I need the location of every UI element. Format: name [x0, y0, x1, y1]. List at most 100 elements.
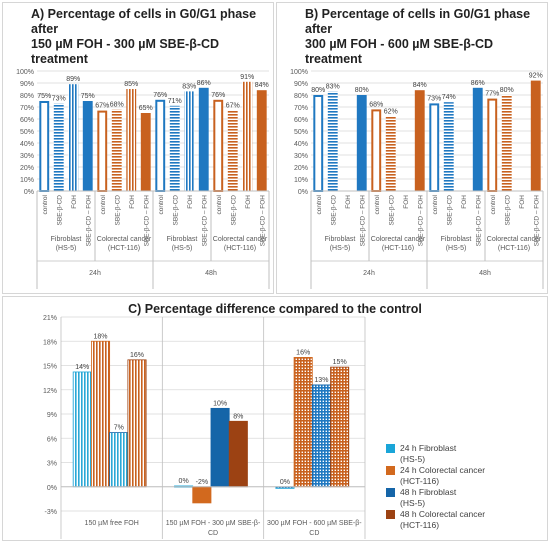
bar-value-label: 65% — [139, 105, 153, 112]
y-tick-label: 100% — [16, 69, 34, 76]
category-label: CD — [309, 530, 319, 537]
group-label: Colorectal cancer — [371, 236, 426, 243]
x-tick-label: SBE-β-CD — [172, 195, 179, 226]
group-label: (HCT-116) — [108, 245, 140, 252]
bar-series-2 — [109, 432, 129, 488]
bar-series-1 — [293, 357, 313, 488]
y-tick-label: 3% — [47, 461, 57, 468]
bar-outline-blue — [313, 95, 324, 192]
legend-entry: 48 h Colorectal cancer — [400, 509, 485, 519]
x-tick-label: SBE-β-CD – FOH — [201, 195, 208, 247]
bar-series-2 — [311, 384, 331, 488]
y-tick-label: 60% — [20, 117, 34, 124]
bar-value-label: 62% — [384, 109, 398, 116]
x-tick-label: SBE-β-CD – FOH — [85, 195, 92, 247]
bar-outline-orange — [371, 109, 382, 192]
bar-solid-blue — [472, 87, 483, 191]
x-tick-label: SBE-β-CD – FOH — [259, 195, 266, 247]
x-tick-label: SBE-β-CD — [114, 195, 121, 226]
x-tick-label: FOH — [345, 195, 352, 209]
y-tick-label: 20% — [20, 165, 34, 172]
bar-value-label: 67% — [95, 103, 109, 110]
group-label: Fibroblast — [167, 236, 198, 243]
bar-value-label: 85% — [124, 81, 138, 88]
bar-hstripe-orange — [501, 95, 512, 191]
bar-value-label: 67% — [226, 103, 240, 110]
bar-value-label: 84% — [413, 82, 427, 89]
y-tick-label: 9% — [47, 412, 57, 419]
y-tick-label: 90% — [294, 81, 308, 88]
panel-a-title: A) Percentage of cells in G0/G1 phase af… — [3, 7, 273, 67]
bar-value-label: 16% — [130, 352, 144, 359]
bar-value-label: 83% — [326, 83, 340, 90]
group-label: (HCT-116) — [224, 245, 256, 252]
x-tick-label: SBE-β-CD – FOH — [359, 195, 366, 247]
panel-a-title-line1: A) Percentage of cells in G0/G1 phase af… — [31, 7, 257, 36]
y-tick-label: 50% — [294, 129, 308, 136]
x-tick-label: SBE-β-CD – FOH — [475, 195, 482, 247]
bar-outline-blue — [429, 103, 440, 192]
category-label: CD — [208, 530, 218, 537]
bar-value-label: 0% — [280, 479, 290, 486]
bar-value-label: 75% — [37, 93, 51, 100]
bar-value-label: 76% — [211, 92, 225, 99]
x-tick-label: FOH — [71, 195, 78, 209]
x-tick-label: FOH — [519, 195, 526, 209]
y-tick-label: 12% — [43, 388, 57, 395]
panel-b-title-line2: 300 µM FOH - 600 µM SBE-β-CD treatment — [305, 37, 494, 66]
y-tick-label: -3% — [45, 509, 57, 516]
bar-value-label: 7% — [114, 425, 124, 432]
bar-value-label: 76% — [153, 92, 167, 99]
legend-swatch — [386, 444, 395, 453]
panel-b-chart: B) Percentage of cells in G0/G1 phase af… — [276, 2, 548, 294]
panel-b-title: B) Percentage of cells in G0/G1 phase af… — [277, 7, 547, 67]
x-tick-label: SBE-β-CD — [388, 195, 395, 226]
bar-solid-blue — [198, 87, 209, 191]
bar-value-label: 74% — [442, 94, 456, 101]
group-label: Fibroblast — [51, 236, 82, 243]
bar-value-label: 8% — [233, 413, 243, 420]
legend-entry: (HCT-116) — [400, 520, 439, 530]
bar-value-label: 16% — [296, 349, 310, 356]
bar-value-label: 68% — [110, 101, 124, 108]
legend-entry: 24 h Colorectal cancer — [400, 465, 485, 475]
bar-value-label: 77% — [485, 91, 499, 98]
x-tick-label: FOH — [403, 195, 410, 209]
bar-outline-orange — [487, 98, 498, 192]
x-tick-label: control — [490, 194, 497, 214]
bar-outline-blue — [39, 101, 50, 192]
bar-hstripe-orange — [227, 110, 238, 191]
y-tick-label: 50% — [20, 129, 34, 136]
bar-value-label: 10% — [213, 400, 227, 407]
y-tick-label: 80% — [294, 93, 308, 100]
category-label: 150 µM free FOH — [85, 520, 139, 527]
time-label: 24h — [89, 270, 101, 277]
x-tick-label: SBE-β-CD — [330, 195, 337, 226]
legend-entry: (HS-5) — [400, 498, 425, 508]
legend-entry: 24 h Fibroblast — [400, 443, 457, 453]
bar-value-label: 68% — [369, 101, 383, 108]
bar-hstripe-blue — [53, 103, 64, 191]
bar-value-label: 18% — [94, 333, 108, 340]
bar-series-3 — [330, 366, 350, 488]
bar-vstripe-orange — [242, 81, 253, 191]
bar-value-label: 0% — [179, 478, 189, 485]
panel-a-title-line2: 150 µM FOH - 300 µM SBE-β-CD treatment — [31, 37, 220, 66]
group-label: Fibroblast — [325, 236, 356, 243]
y-tick-label: 18% — [43, 339, 57, 346]
x-tick-label: SBE-β-CD — [504, 195, 511, 226]
x-tick-label: SBE-β-CD — [446, 195, 453, 226]
y-tick-label: 10% — [294, 177, 308, 184]
group-label: Colorectal cancer — [97, 236, 152, 243]
bar-series-3 — [127, 359, 147, 488]
y-tick-label: 15% — [43, 364, 57, 371]
y-tick-label: 80% — [20, 93, 34, 100]
category-label: 150 µM FOH - 300 µM SBE-β- — [166, 520, 261, 527]
bar-hstripe-orange — [111, 109, 122, 191]
bar-value-label: 73% — [52, 95, 66, 102]
bar-series-1 — [91, 340, 111, 488]
group-label: (HS-5) — [56, 245, 77, 252]
y-tick-label: 10% — [20, 177, 34, 184]
bar-series-2 — [210, 407, 230, 488]
y-tick-label: 70% — [294, 105, 308, 112]
